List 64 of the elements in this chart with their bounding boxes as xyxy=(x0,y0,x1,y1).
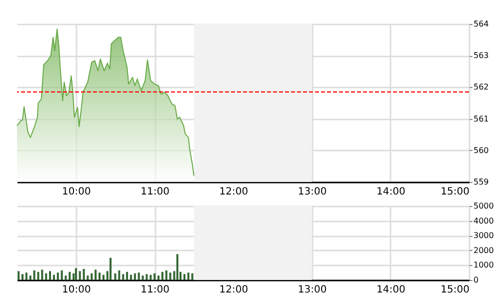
x-tick-label: 15:00 xyxy=(440,186,470,198)
bar xyxy=(49,271,52,280)
bar xyxy=(130,274,132,280)
bar xyxy=(94,270,97,280)
bar xyxy=(161,272,164,280)
x-tick-label: 14:00 xyxy=(376,284,406,296)
bar xyxy=(22,274,24,280)
y-tick-label: 559 xyxy=(474,178,489,186)
bar xyxy=(187,272,190,280)
bar xyxy=(169,272,172,280)
y-tick-label: 1000 xyxy=(474,260,494,270)
bar xyxy=(68,272,71,280)
x-tick-label: 13:00 xyxy=(298,186,327,198)
x-tick-label: 14:00 xyxy=(376,186,406,198)
bar xyxy=(110,258,112,280)
bar xyxy=(114,273,116,280)
bar xyxy=(60,270,63,280)
bar xyxy=(118,270,120,280)
bar xyxy=(165,270,168,280)
bar xyxy=(18,271,20,280)
y-tick-label: 4000 xyxy=(474,216,494,226)
y-tick-label: 560 xyxy=(474,146,489,155)
bar xyxy=(191,273,194,280)
x-tick-label: 11:00 xyxy=(140,284,170,296)
bar xyxy=(146,274,148,280)
bar xyxy=(150,274,152,280)
bar xyxy=(154,273,156,280)
y-tick-label: 563 xyxy=(474,51,489,60)
x-tick-label: 11:00 xyxy=(140,186,170,198)
bar xyxy=(52,274,55,280)
bar xyxy=(90,273,93,280)
bar xyxy=(37,272,40,280)
bar xyxy=(78,271,81,280)
bar xyxy=(134,273,136,280)
bar xyxy=(126,272,128,280)
bar xyxy=(176,254,178,280)
x-tick-label: 10:00 xyxy=(62,186,91,198)
bar xyxy=(29,276,32,280)
x-tick-label: 12:00 xyxy=(219,186,248,198)
bar xyxy=(122,274,124,280)
bar xyxy=(74,268,77,280)
bar xyxy=(183,274,186,280)
bar xyxy=(45,273,48,280)
y-tick-label: 2000 xyxy=(474,246,494,255)
y-tick-label: 0 xyxy=(474,276,479,284)
bar xyxy=(138,272,140,280)
y-tick-label: 562 xyxy=(474,82,489,92)
y-tick-label: 561 xyxy=(474,114,489,124)
bar xyxy=(25,272,28,280)
bar xyxy=(98,272,101,280)
x-tick-label: 13:00 xyxy=(298,284,327,296)
y-tick-label: 5000 xyxy=(474,202,494,210)
y-tick-label: 564 xyxy=(474,20,489,28)
bar xyxy=(41,270,44,280)
bar xyxy=(33,270,36,280)
bar xyxy=(56,272,59,280)
x-tick-label: 15:00 xyxy=(440,284,470,296)
x-tick-label: 12:00 xyxy=(219,284,248,296)
y-tick-label: 3000 xyxy=(474,231,494,240)
bar xyxy=(157,276,160,280)
bar xyxy=(82,268,85,280)
bar xyxy=(142,276,144,280)
bar xyxy=(102,274,104,280)
x-tick-label: 10:00 xyxy=(62,284,91,296)
